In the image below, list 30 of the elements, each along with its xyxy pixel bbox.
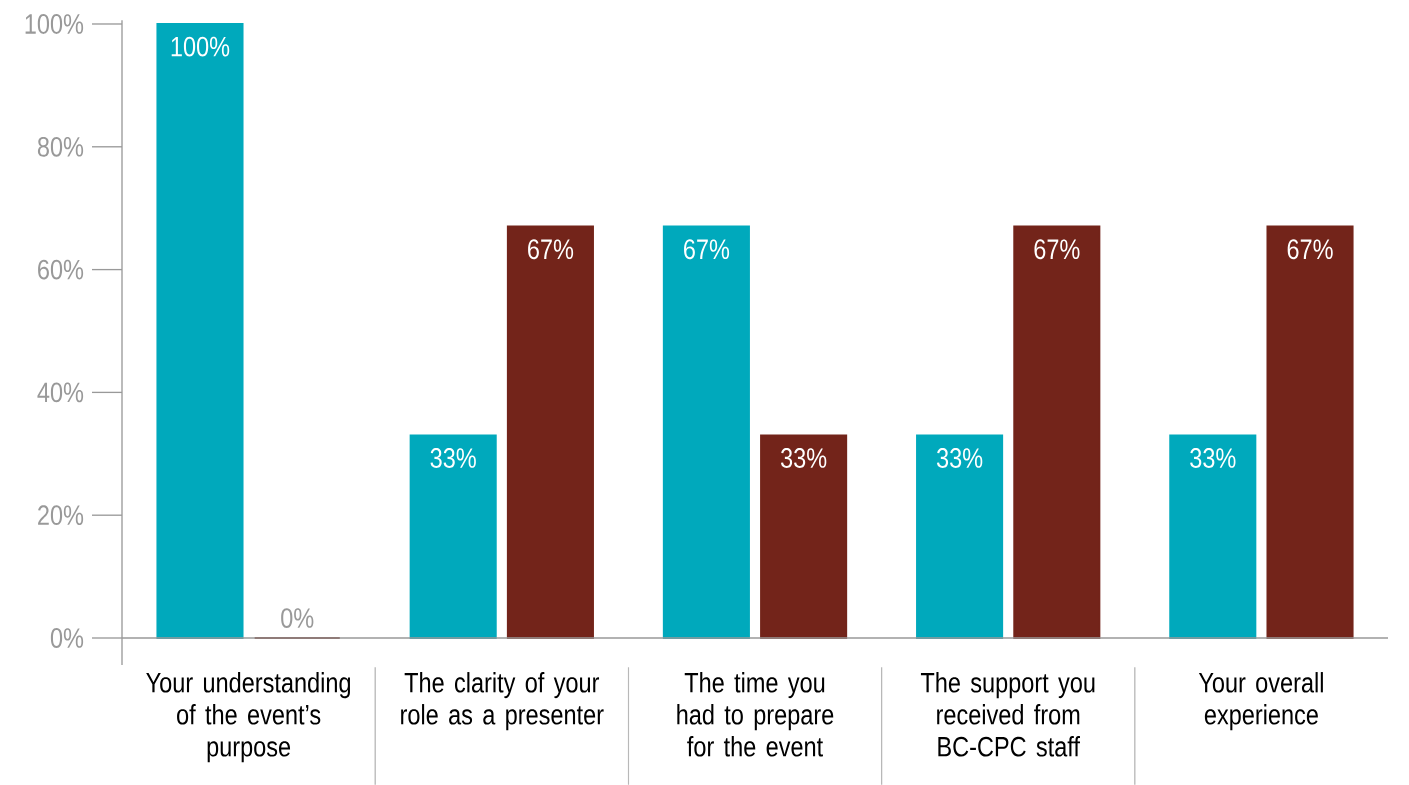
data-label: 33% bbox=[1190, 448, 1236, 468]
y-tick-label: 80% bbox=[37, 136, 84, 157]
bar bbox=[409, 434, 497, 639]
y-tick-label: 0% bbox=[50, 628, 84, 648]
data-label: 33% bbox=[430, 448, 476, 468]
data-label: 67% bbox=[528, 239, 574, 260]
data-label: 33% bbox=[780, 448, 827, 468]
x-tick-label: The support you received from BC-CPC staff bbox=[920, 672, 1095, 757]
x-tick-label: The time you had to prepare for the event bbox=[677, 672, 834, 757]
x-tick-label: Your overall experience bbox=[1198, 672, 1323, 731]
data-label: 67% bbox=[684, 239, 730, 260]
bar bbox=[156, 22, 244, 639]
bar bbox=[1013, 225, 1101, 639]
x-tick-label: Your understanding of the event’s purpose bbox=[146, 672, 351, 763]
y-tick-label: 40% bbox=[37, 382, 84, 403]
x-tick-label: The clarity of your role as a presenter bbox=[401, 672, 604, 731]
bar bbox=[760, 434, 848, 639]
bar bbox=[1169, 434, 1257, 639]
data-label: 33% bbox=[936, 448, 983, 468]
bar bbox=[916, 434, 1004, 639]
data-label: 100% bbox=[171, 36, 230, 57]
bar bbox=[662, 225, 750, 639]
bar bbox=[1266, 225, 1354, 639]
y-tick-label: 60% bbox=[38, 259, 84, 280]
y-tick-label: 20% bbox=[38, 505, 84, 526]
data-label: 67% bbox=[1287, 239, 1333, 260]
y-tick-label: 100% bbox=[25, 14, 84, 34]
bar bbox=[506, 225, 594, 639]
data-label: 67% bbox=[1034, 239, 1080, 260]
data-label: 0% bbox=[281, 608, 314, 628]
